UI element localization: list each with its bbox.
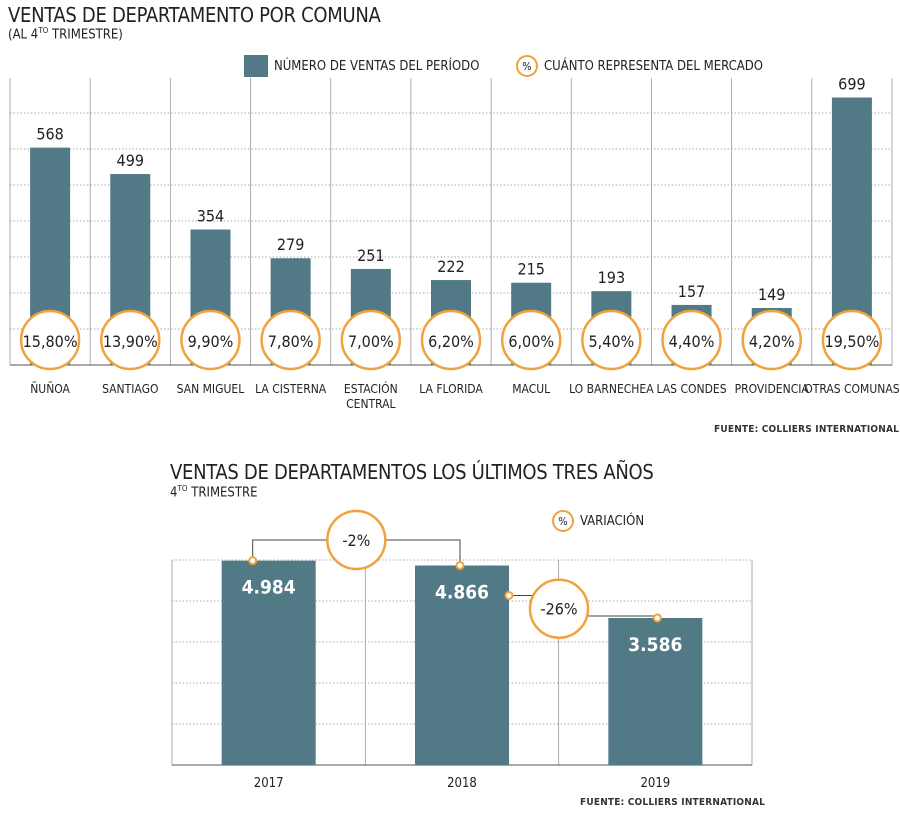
legend-bar-swatch: [244, 55, 268, 77]
chart1-percent-circle: [741, 309, 802, 371]
chart2-variation-dot: [248, 556, 258, 566]
chart1-category-label: ESTACIÓN: [344, 381, 398, 396]
chart2-title: VENTAS DE DEPARTAMENTOS LOS ÚLTIMOS TRES…: [170, 460, 654, 484]
chart1-value-label: 499: [117, 151, 144, 170]
chart2-variation-circle: [326, 509, 387, 571]
chart1-percent-circle: [260, 309, 321, 371]
chart1-legend-bars: NÚMERO DE VENTAS DEL PERÍODO: [244, 55, 479, 77]
chart1-percent-label: 6,20%: [428, 332, 474, 351]
chart2-value-label: 4.866: [435, 581, 489, 603]
chart1-value-label: 215: [517, 260, 544, 279]
chart1-category-label: SANTIAGO: [102, 382, 158, 396]
chart2-bar: [221, 560, 316, 765]
chart1-category-label: SAN MIGUEL: [177, 382, 245, 396]
chart1-percent-label: 4,40%: [669, 332, 715, 351]
chart1-percent-label: 9,90%: [188, 332, 234, 351]
chart2-bar: [415, 565, 509, 765]
legend-variation-icon: %: [552, 510, 574, 532]
chart1-category-label: LA FLORIDA: [419, 382, 483, 396]
chart1-category-label: OTRAS COMUNAS: [804, 382, 899, 396]
chart2-value-label: 4.984: [242, 577, 296, 599]
chart1-percent-circle: [581, 309, 642, 371]
chart1-value-label: 157: [678, 282, 705, 301]
chart2-category-label: 2018: [447, 776, 477, 791]
chart1-category-label: ÑUÑOA: [30, 381, 70, 396]
chart2-bar: [608, 617, 703, 765]
chart1-percent-circle: [420, 309, 482, 371]
legend-percent-label: CUÁNTO REPRESENTA DEL MERCADO: [544, 58, 763, 74]
chart1-category-label: LAS CONDES: [657, 382, 727, 396]
chart1-value-label: 279: [277, 235, 304, 254]
chart1-value-label: 193: [598, 268, 625, 287]
chart2-variation-dot: [455, 560, 465, 570]
chart2-variation-dot: [504, 590, 514, 600]
chart1-percent-label: 7,00%: [348, 332, 394, 351]
chart1-percent-circle: [100, 309, 161, 371]
chart1-percent-circle: [821, 309, 883, 371]
chart1-percent-label: 13,90%: [103, 332, 158, 351]
chart2-source: FUENTE: COLLIERS INTERNATIONAL: [580, 797, 766, 808]
chart1-value-label: 568: [36, 125, 63, 144]
chart2-value-label: 3.586: [628, 634, 682, 656]
chart1-value-label: 354: [197, 207, 224, 226]
chart1-percent-circle: [661, 309, 722, 371]
chart1-percent-circle: [19, 309, 81, 371]
chart1-category-label: CENTRAL: [346, 397, 395, 411]
chart1-percent-label: 7,80%: [268, 332, 314, 351]
chart1-percent-label: 4,20%: [749, 332, 795, 351]
chart1-percent-label: 5,40%: [589, 332, 635, 351]
chart1-value-label: 149: [758, 285, 785, 304]
chart1-percent-label: 19,50%: [824, 332, 879, 351]
legend-variation-label: VARIACIÓN: [580, 513, 645, 529]
chart1-plot: 568 15,80% ÑUÑOA 499 13,90% SANTIAGO 354 9,90% S…: [9, 75, 900, 411]
chart1-percent-label: 6,00%: [508, 332, 554, 351]
legend-bar-label: NÚMERO DE VENTAS DEL PERÍODO: [274, 58, 480, 74]
chart2-category-label: 2019: [640, 776, 670, 791]
chart1-category-label: MACUL: [512, 382, 550, 396]
chart1-percent-label: 15,80%: [23, 332, 78, 351]
chart2-variation-label: -2%: [342, 531, 370, 550]
chart2-variation-label: -26%: [540, 600, 577, 619]
chart1-value-label: 251: [357, 246, 384, 265]
legend-percent-icon: %: [516, 55, 538, 77]
chart1-percent-circle: [180, 309, 241, 371]
chart1-title: VENTAS DE DEPARTAMENTO POR COMUNA: [8, 3, 381, 27]
chart1-category-label: LO BARNECHEA: [569, 382, 654, 396]
chart1-percent-circle: [500, 309, 562, 371]
chart1-category-label: LA CISTERNA: [255, 382, 327, 396]
chart1-value-label: 222: [437, 257, 464, 276]
chart1-value-label: 699: [838, 75, 865, 94]
chart1-source: FUENTE: COLLIERS INTERNATIONAL: [714, 424, 900, 435]
chart1-category-label: PROVIDENCIA: [735, 382, 810, 396]
chart1-percent-circle: [340, 309, 402, 371]
chart2-plot: 4.984 2017 4.866 2018 3.586 2019 -2% -26%: [171, 509, 753, 791]
chart2-category-label: 2017: [254, 776, 284, 791]
chart2-subtitle: 4TO TRIMESTRE: [170, 484, 258, 501]
chart2-legend: % VARIACIÓN: [552, 510, 644, 532]
chart1-subtitle: (AL 4TO TRIMESTRE): [8, 26, 123, 43]
chart2-variation-circle: [528, 578, 590, 639]
chart2-variation-dot: [652, 613, 662, 623]
chart1-legend-percent: % CUÁNTO REPRESENTA DEL MERCADO: [516, 55, 763, 77]
